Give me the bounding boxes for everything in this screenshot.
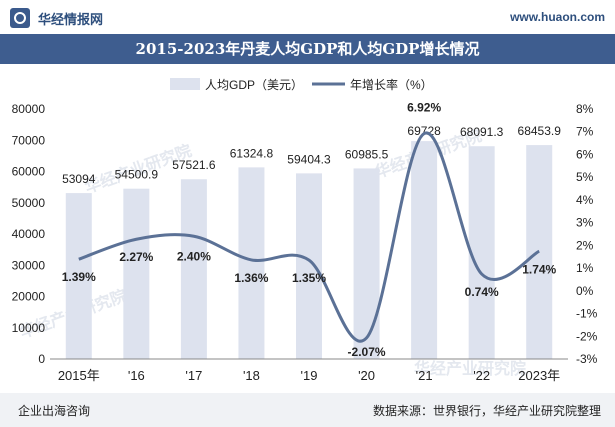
brand-logo[interactable]: 华经情报网 (10, 8, 103, 28)
line-value-label: 1.39% (62, 270, 96, 284)
growth-line (78, 131, 540, 343)
line-value-label: 2.27% (119, 250, 153, 264)
logo-icon (10, 8, 30, 28)
bar-2 (180, 179, 207, 359)
legend-bar-swatch (170, 78, 200, 90)
x-tick-label: '18 (243, 368, 260, 383)
y-right-tick-label: 0% (576, 284, 594, 298)
line-value-label: 1.36% (234, 271, 268, 285)
bar-value-label: 54500.9 (115, 168, 159, 182)
x-tick-label: '16 (128, 368, 145, 383)
x-tick-label: '20 (358, 368, 375, 383)
legend-line-label: 年增长率（%） (350, 77, 433, 92)
y-right-tick-label: 5% (576, 170, 594, 184)
y-left-tick-label: 60000 (12, 165, 46, 179)
bar-value-label: 68453.9 (518, 124, 562, 138)
brand-name: 华经情报网 (38, 12, 104, 28)
chart-title: 2015-2023年丹麦人均GDP和人均GDP增长情况 (135, 40, 480, 58)
y-right-tick-label: 3% (576, 216, 594, 230)
bar-6 (411, 141, 438, 359)
bar-value-label: 60985.5 (345, 147, 389, 161)
line-value-label: 1.74% (522, 262, 556, 276)
bar-value-label: 53094 (62, 172, 96, 186)
y-right-tick-label: 6% (576, 147, 594, 161)
bar-5 (353, 168, 380, 359)
x-tick-label: '21 (416, 368, 433, 383)
y-left-tick-label: 80000 (12, 102, 46, 116)
bar-0 (65, 193, 92, 359)
y-left-tick-label: 10000 (12, 321, 46, 335)
legend-bar-label: 人均GDP（美元） (205, 78, 303, 92)
chart-area: 华经产业研究院华经产业研究院华经产业研究院华经产业研究院人均GDP（美元）年增长… (12, 77, 598, 383)
watermark-text: 华经产业研究院 (414, 359, 526, 378)
x-tick-label: '19 (301, 368, 318, 383)
x-tick-label: 2023年 (518, 368, 560, 383)
y-left-tick-label: 50000 (12, 196, 46, 210)
y-right-tick-label: 2% (576, 238, 594, 252)
line-value-label: 0.74% (465, 285, 499, 299)
y-left-tick-label: 20000 (12, 290, 46, 304)
y-right-tick-label: 7% (576, 125, 594, 139)
site-url[interactable]: www.huaon.com (510, 10, 605, 24)
y-left-tick-label: 40000 (12, 227, 46, 241)
y-right-tick-label: -2% (576, 329, 598, 343)
bar-value-label: 61324.8 (230, 146, 274, 160)
data-source: 数据来源：世界银行，华经产业研究院整理 (372, 404, 601, 418)
line-value-label: 6.92% (407, 101, 441, 115)
x-tick-label: 2015年 (58, 368, 100, 383)
bar-value-label: 68091.3 (460, 125, 504, 139)
y-right-tick-label: -1% (576, 307, 598, 321)
bar-3 (238, 167, 265, 359)
bar-1 (123, 188, 150, 359)
bar-value-label: 69728 (407, 124, 441, 138)
title-bar: 2015-2023年丹麦人均GDP和人均GDP增长情况 (0, 34, 615, 64)
y-left-tick-label: 70000 (12, 133, 46, 147)
top-bar: 华经情报网 www.huaon.com (0, 0, 615, 34)
bar-value-label: 57521.6 (172, 158, 216, 172)
line-value-label: 1.35% (292, 271, 326, 285)
line-value-label: 2.40% (177, 249, 211, 263)
y-left-tick-label: 30000 (12, 258, 46, 272)
y-right-tick-label: 1% (576, 261, 594, 275)
x-tick-label: '17 (185, 368, 202, 383)
footer-note: 企业出海咨询 (18, 404, 91, 418)
y-right-tick-label: 8% (576, 102, 594, 116)
y-right-tick-label: 4% (576, 193, 594, 207)
bar-4 (296, 173, 322, 359)
bar-value-label: 59404.3 (287, 152, 331, 166)
footer-bar: 企业出海咨询 数据来源：世界银行，华经产业研究院整理 (0, 393, 615, 427)
line-value-label: -2.07% (348, 345, 386, 359)
x-tick-label: '22 (473, 368, 490, 383)
y-left-tick-label: 0 (38, 352, 45, 366)
y-right-tick-label: -3% (576, 352, 598, 366)
bar-7 (468, 146, 495, 359)
